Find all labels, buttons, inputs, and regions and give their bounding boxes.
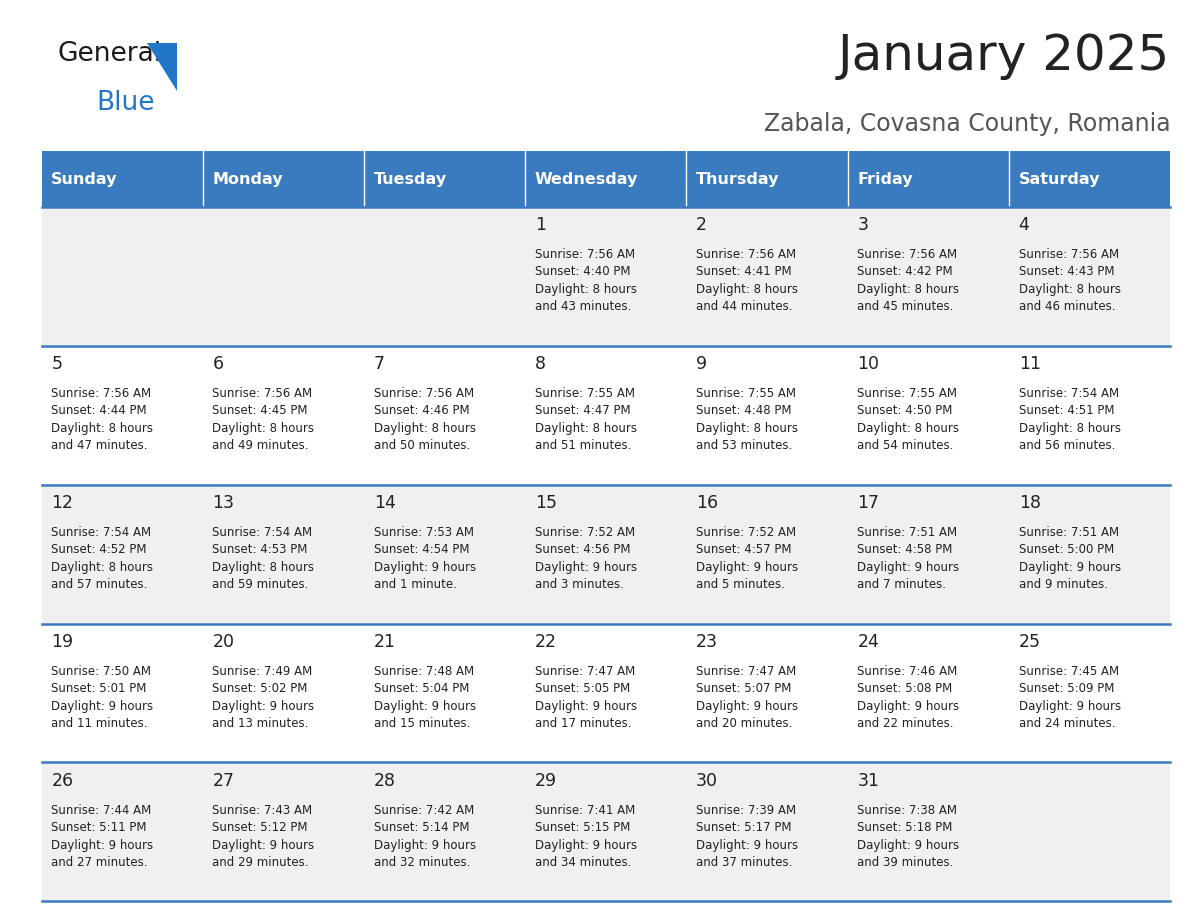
Text: 29: 29 — [535, 772, 557, 790]
Text: 14: 14 — [374, 494, 396, 512]
Text: 26: 26 — [51, 772, 74, 790]
Bar — [203, 151, 364, 207]
Text: Sunrise: 7:43 AM
Sunset: 5:12 PM
Daylight: 9 hours
and 29 minutes.: Sunrise: 7:43 AM Sunset: 5:12 PM Dayligh… — [213, 804, 315, 868]
Text: Sunrise: 7:42 AM
Sunset: 5:14 PM
Daylight: 9 hours
and 32 minutes.: Sunrise: 7:42 AM Sunset: 5:14 PM Dayligh… — [374, 804, 476, 868]
Text: Sunrise: 7:56 AM
Sunset: 4:43 PM
Daylight: 8 hours
and 46 minutes.: Sunrise: 7:56 AM Sunset: 4:43 PM Dayligh… — [1018, 248, 1120, 313]
Text: 5: 5 — [51, 355, 62, 374]
Text: Friday: Friday — [858, 172, 914, 186]
Bar — [42, 207, 1170, 345]
Text: Sunrise: 7:38 AM
Sunset: 5:18 PM
Daylight: 9 hours
and 39 minutes.: Sunrise: 7:38 AM Sunset: 5:18 PM Dayligh… — [858, 804, 960, 868]
Text: 9: 9 — [696, 355, 707, 374]
Text: 6: 6 — [213, 355, 223, 374]
Text: Sunrise: 7:55 AM
Sunset: 4:47 PM
Daylight: 8 hours
and 51 minutes.: Sunrise: 7:55 AM Sunset: 4:47 PM Dayligh… — [535, 387, 637, 452]
Text: Sunday: Sunday — [51, 172, 118, 186]
Text: Sunrise: 7:54 AM
Sunset: 4:53 PM
Daylight: 8 hours
and 59 minutes.: Sunrise: 7:54 AM Sunset: 4:53 PM Dayligh… — [213, 526, 315, 591]
Text: Sunrise: 7:45 AM
Sunset: 5:09 PM
Daylight: 9 hours
and 24 minutes.: Sunrise: 7:45 AM Sunset: 5:09 PM Dayligh… — [1018, 666, 1120, 730]
Text: 27: 27 — [213, 772, 234, 790]
Text: Thursday: Thursday — [696, 172, 779, 186]
Text: 19: 19 — [51, 633, 74, 651]
Text: Sunrise: 7:56 AM
Sunset: 4:42 PM
Daylight: 8 hours
and 45 minutes.: Sunrise: 7:56 AM Sunset: 4:42 PM Dayligh… — [858, 248, 960, 313]
Text: 31: 31 — [858, 772, 879, 790]
Text: 8: 8 — [535, 355, 546, 374]
Text: Sunrise: 7:56 AM
Sunset: 4:40 PM
Daylight: 8 hours
and 43 minutes.: Sunrise: 7:56 AM Sunset: 4:40 PM Dayligh… — [535, 248, 637, 313]
Text: 3: 3 — [858, 217, 868, 234]
Text: Sunrise: 7:47 AM
Sunset: 5:07 PM
Daylight: 9 hours
and 20 minutes.: Sunrise: 7:47 AM Sunset: 5:07 PM Dayligh… — [696, 666, 798, 730]
Text: 4: 4 — [1018, 217, 1030, 234]
Text: 28: 28 — [374, 772, 396, 790]
Text: Sunrise: 7:56 AM
Sunset: 4:45 PM
Daylight: 8 hours
and 49 minutes.: Sunrise: 7:56 AM Sunset: 4:45 PM Dayligh… — [213, 387, 315, 452]
Bar — [42, 485, 1170, 623]
Text: 30: 30 — [696, 772, 719, 790]
Text: 22: 22 — [535, 633, 557, 651]
Text: Sunrise: 7:56 AM
Sunset: 4:44 PM
Daylight: 8 hours
and 47 minutes.: Sunrise: 7:56 AM Sunset: 4:44 PM Dayligh… — [51, 387, 153, 452]
Text: Sunrise: 7:55 AM
Sunset: 4:50 PM
Daylight: 8 hours
and 54 minutes.: Sunrise: 7:55 AM Sunset: 4:50 PM Dayligh… — [858, 387, 960, 452]
Text: 18: 18 — [1018, 494, 1041, 512]
Text: Tuesday: Tuesday — [374, 172, 447, 186]
Text: 16: 16 — [696, 494, 719, 512]
Text: 23: 23 — [696, 633, 719, 651]
Text: 15: 15 — [535, 494, 557, 512]
Text: 1: 1 — [535, 217, 546, 234]
Text: Sunrise: 7:52 AM
Sunset: 4:57 PM
Daylight: 9 hours
and 5 minutes.: Sunrise: 7:52 AM Sunset: 4:57 PM Dayligh… — [696, 526, 798, 591]
Text: Saturday: Saturday — [1018, 172, 1100, 186]
Text: 24: 24 — [858, 633, 879, 651]
Text: 21: 21 — [374, 633, 396, 651]
Bar — [848, 151, 1009, 207]
Bar — [364, 151, 525, 207]
Text: 12: 12 — [51, 494, 74, 512]
Text: Zabala, Covasna County, Romania: Zabala, Covasna County, Romania — [764, 112, 1170, 136]
Polygon shape — [147, 43, 177, 91]
Text: Sunrise: 7:53 AM
Sunset: 4:54 PM
Daylight: 9 hours
and 1 minute.: Sunrise: 7:53 AM Sunset: 4:54 PM Dayligh… — [374, 526, 476, 591]
Text: Sunrise: 7:47 AM
Sunset: 5:05 PM
Daylight: 9 hours
and 17 minutes.: Sunrise: 7:47 AM Sunset: 5:05 PM Dayligh… — [535, 666, 637, 730]
Text: Sunrise: 7:51 AM
Sunset: 5:00 PM
Daylight: 9 hours
and 9 minutes.: Sunrise: 7:51 AM Sunset: 5:00 PM Dayligh… — [1018, 526, 1120, 591]
Text: Sunrise: 7:54 AM
Sunset: 4:51 PM
Daylight: 8 hours
and 56 minutes.: Sunrise: 7:54 AM Sunset: 4:51 PM Dayligh… — [1018, 387, 1120, 452]
Text: Wednesday: Wednesday — [535, 172, 638, 186]
Text: Sunrise: 7:55 AM
Sunset: 4:48 PM
Daylight: 8 hours
and 53 minutes.: Sunrise: 7:55 AM Sunset: 4:48 PM Dayligh… — [696, 387, 798, 452]
Text: Sunrise: 7:54 AM
Sunset: 4:52 PM
Daylight: 8 hours
and 57 minutes.: Sunrise: 7:54 AM Sunset: 4:52 PM Dayligh… — [51, 526, 153, 591]
Text: 20: 20 — [213, 633, 234, 651]
Bar — [42, 623, 1170, 763]
Text: Sunrise: 7:50 AM
Sunset: 5:01 PM
Daylight: 9 hours
and 11 minutes.: Sunrise: 7:50 AM Sunset: 5:01 PM Dayligh… — [51, 666, 153, 730]
Text: 2: 2 — [696, 217, 707, 234]
Text: 10: 10 — [858, 355, 879, 374]
Text: Sunrise: 7:48 AM
Sunset: 5:04 PM
Daylight: 9 hours
and 15 minutes.: Sunrise: 7:48 AM Sunset: 5:04 PM Dayligh… — [374, 666, 476, 730]
Text: Sunrise: 7:56 AM
Sunset: 4:46 PM
Daylight: 8 hours
and 50 minutes.: Sunrise: 7:56 AM Sunset: 4:46 PM Dayligh… — [374, 387, 475, 452]
Text: Sunrise: 7:46 AM
Sunset: 5:08 PM
Daylight: 9 hours
and 22 minutes.: Sunrise: 7:46 AM Sunset: 5:08 PM Dayligh… — [858, 666, 960, 730]
Bar — [42, 763, 1170, 901]
Text: 13: 13 — [213, 494, 234, 512]
Text: Sunrise: 7:51 AM
Sunset: 4:58 PM
Daylight: 9 hours
and 7 minutes.: Sunrise: 7:51 AM Sunset: 4:58 PM Dayligh… — [858, 526, 960, 591]
Text: 17: 17 — [858, 494, 879, 512]
Bar — [42, 345, 1170, 485]
Bar — [42, 151, 203, 207]
Text: Sunrise: 7:52 AM
Sunset: 4:56 PM
Daylight: 9 hours
and 3 minutes.: Sunrise: 7:52 AM Sunset: 4:56 PM Dayligh… — [535, 526, 637, 591]
Text: January 2025: January 2025 — [838, 32, 1170, 80]
Text: Sunrise: 7:49 AM
Sunset: 5:02 PM
Daylight: 9 hours
and 13 minutes.: Sunrise: 7:49 AM Sunset: 5:02 PM Dayligh… — [213, 666, 315, 730]
Bar — [687, 151, 848, 207]
Text: Sunrise: 7:41 AM
Sunset: 5:15 PM
Daylight: 9 hours
and 34 minutes.: Sunrise: 7:41 AM Sunset: 5:15 PM Dayligh… — [535, 804, 637, 868]
Text: General: General — [57, 41, 162, 67]
Text: Monday: Monday — [213, 172, 283, 186]
Text: Sunrise: 7:44 AM
Sunset: 5:11 PM
Daylight: 9 hours
and 27 minutes.: Sunrise: 7:44 AM Sunset: 5:11 PM Dayligh… — [51, 804, 153, 868]
Text: 7: 7 — [374, 355, 385, 374]
Bar — [525, 151, 687, 207]
Text: Sunrise: 7:39 AM
Sunset: 5:17 PM
Daylight: 9 hours
and 37 minutes.: Sunrise: 7:39 AM Sunset: 5:17 PM Dayligh… — [696, 804, 798, 868]
Bar — [1009, 151, 1170, 207]
Text: 11: 11 — [1018, 355, 1041, 374]
Text: 25: 25 — [1018, 633, 1041, 651]
Text: Sunrise: 7:56 AM
Sunset: 4:41 PM
Daylight: 8 hours
and 44 minutes.: Sunrise: 7:56 AM Sunset: 4:41 PM Dayligh… — [696, 248, 798, 313]
Text: Blue: Blue — [96, 90, 154, 116]
